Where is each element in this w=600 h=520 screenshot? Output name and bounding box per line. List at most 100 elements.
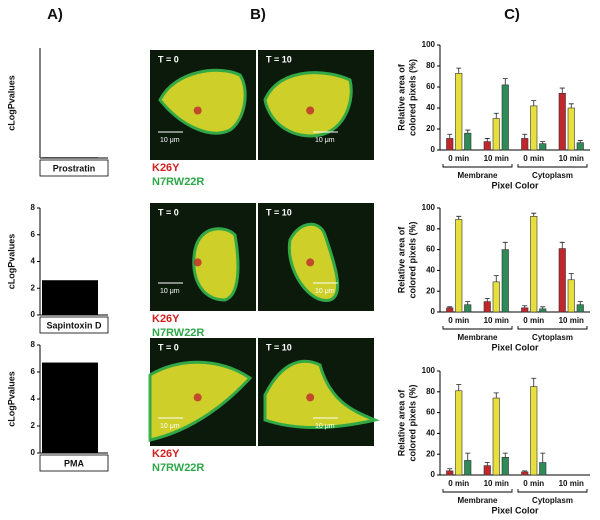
y-tick-label: 80 (426, 387, 435, 396)
x-tick-label: 10 min (484, 479, 509, 488)
y-tick-label: 100 (422, 203, 436, 212)
group-bracket (517, 326, 588, 330)
y-tick-label: 80 (426, 61, 435, 70)
scale-label: 10 μm (160, 423, 180, 430)
spot (193, 258, 202, 267)
bar (492, 397, 500, 476)
group-label: Membrane (457, 171, 498, 180)
y-axis-title: colored pixels (%) (407, 384, 417, 461)
bar (521, 307, 529, 313)
y-tick-label: 4 (31, 257, 36, 266)
y-axis-title: Relative area of (396, 226, 406, 294)
bar (521, 471, 529, 476)
bar (521, 138, 529, 151)
bar (576, 142, 584, 151)
y-tick-label: 0 (31, 310, 36, 319)
bar (530, 386, 538, 476)
y-tick-label: 60 (426, 82, 435, 91)
bar (530, 105, 538, 151)
legend-label: K26Y (152, 448, 180, 460)
x-tick-label: 10 min (484, 154, 509, 163)
x-tick-label: 0 min (523, 154, 544, 163)
x-tick-label: PMA (64, 458, 85, 468)
error-bar (465, 301, 471, 305)
y-tick-label: 6 (31, 230, 36, 239)
error-bar (484, 298, 490, 302)
group-label: Membrane (457, 333, 498, 342)
time-label: T = 10 (266, 54, 292, 64)
error-bar (456, 215, 462, 220)
bar (446, 307, 454, 313)
y-tick-label: 60 (426, 408, 435, 417)
bar (567, 279, 575, 313)
error-bar (568, 103, 574, 108)
bar (501, 84, 509, 151)
x-axis-title: Pixel Color (491, 180, 539, 190)
error-bar (502, 241, 508, 250)
cell (158, 68, 247, 135)
x-tick-label: 0 min (448, 479, 469, 488)
cell (148, 360, 253, 442)
x-tick-label: 0 min (523, 316, 544, 325)
group-bracket (442, 326, 513, 330)
bar (455, 390, 463, 476)
panel-label: C) (504, 6, 520, 23)
bar (483, 301, 491, 313)
y-tick-label: 0 (431, 307, 436, 316)
error-bar (502, 452, 508, 458)
y-tick-label: 20 (426, 449, 435, 458)
y-axis-title: cLogPvalues (6, 371, 16, 427)
time-label: T = 0 (158, 342, 179, 352)
error-bar (493, 392, 499, 399)
error-bar (568, 273, 574, 280)
y-tick-label: 100 (422, 366, 436, 375)
time-label: T = 0 (158, 207, 179, 217)
bar (483, 141, 491, 151)
x-tick-label: 0 min (448, 316, 469, 325)
bar (501, 457, 509, 476)
y-tick-label: 20 (426, 124, 435, 133)
error-bar (465, 129, 471, 134)
time-label: T = 10 (266, 342, 292, 352)
group-label: Cytoplasm (532, 333, 573, 342)
spot (193, 393, 202, 402)
y-tick-label: 8 (31, 203, 36, 212)
bar (492, 281, 500, 313)
error-bar (484, 138, 490, 142)
error-bar (493, 275, 499, 282)
bar (464, 460, 472, 476)
y-axis-title: colored pixels (%) (407, 221, 417, 298)
error-bar (540, 141, 546, 144)
y-tick-label: 40 (426, 266, 435, 275)
y-tick-label: 40 (426, 103, 435, 112)
y-tick-label: 100 (422, 40, 436, 49)
y-tick-label: 2 (31, 283, 36, 292)
error-bar (577, 301, 583, 305)
group-label: Cytoplasm (532, 171, 573, 180)
x-tick-label: 10 min (484, 316, 509, 325)
time-label: T = 10 (266, 207, 292, 217)
bar (492, 118, 500, 151)
error-bar (531, 212, 537, 217)
category-box (39, 159, 109, 177)
legend-label: K26Y (152, 162, 180, 174)
x-tick-label: Prostratin (53, 163, 96, 173)
y-axis-title: cLogPvalues (6, 234, 16, 290)
y-axis-title: cLogPvalues (6, 75, 16, 131)
time-label: T = 0 (158, 54, 179, 64)
spot (306, 393, 315, 402)
group-bracket (442, 489, 513, 493)
bar (464, 132, 472, 151)
error-bar (531, 100, 537, 106)
error-bar (522, 470, 528, 472)
x-axis-title: Pixel Color (491, 342, 539, 352)
x-tick-label: Sapintoxin D (46, 320, 102, 330)
panel-label: A) (47, 6, 63, 23)
bar (539, 308, 547, 313)
bar (539, 143, 547, 151)
bar (483, 465, 491, 476)
error-bar (540, 306, 546, 309)
y-tick-label: 6 (31, 367, 36, 376)
y-axis-title: Relative area of (396, 63, 406, 131)
